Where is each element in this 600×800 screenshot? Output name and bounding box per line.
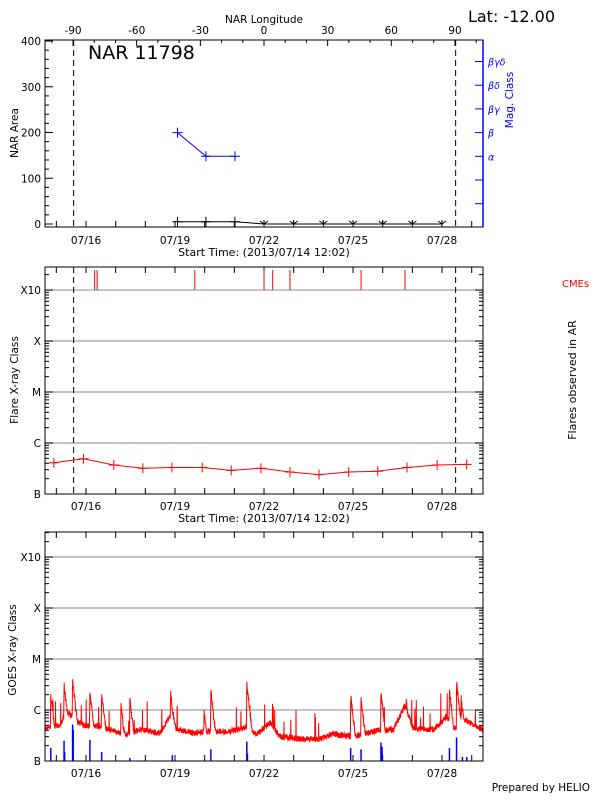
- flare-class-point: [108, 460, 119, 471]
- flare-class-point: [461, 459, 472, 470]
- x-tick-label: 07/19: [160, 235, 190, 247]
- flare-class-point: [314, 469, 325, 480]
- y-tick-label: M: [32, 654, 41, 666]
- lat-label: Lat: -12.00: [468, 7, 555, 26]
- mag-class-tick-label: βγδ: [487, 58, 506, 69]
- x-tick-label: 07/19: [160, 501, 190, 513]
- area-point: [408, 220, 417, 225]
- y-tick-label: X10: [20, 552, 41, 564]
- flare-class-point: [402, 462, 413, 473]
- y-tick-label: X: [34, 603, 41, 615]
- x-tick-label: 07/28: [427, 501, 457, 513]
- mag-class-point: [229, 151, 240, 162]
- x-tick-label: 07/16: [71, 235, 102, 247]
- mag-class-tick-label: βδ: [487, 81, 500, 92]
- y-tick-label: B: [34, 489, 41, 501]
- flare-class-point: [432, 460, 443, 471]
- y-axis-label: Flare X-ray Class: [9, 336, 21, 424]
- flare-class-point: [284, 467, 295, 477]
- y-tick-label: C: [34, 438, 41, 450]
- top-tick-label: -30: [192, 25, 209, 37]
- plot-frame: [44, 531, 484, 762]
- y-tick-label: 0: [34, 219, 41, 231]
- mag-class-tick-label: β: [487, 129, 494, 140]
- top-tick-label: 30: [321, 25, 334, 37]
- y-tick-label: X10: [20, 285, 41, 297]
- flare-class-point: [137, 463, 148, 474]
- x-axis-label: Start Time: (2013/07/14 12:02): [178, 246, 350, 259]
- y-tick-label: X: [34, 336, 41, 348]
- x-tick-label: 07/16: [71, 768, 102, 780]
- area-point: [319, 220, 328, 225]
- area-point: [229, 216, 240, 227]
- x-tick-label: 07/28: [427, 235, 457, 247]
- area-point: [289, 220, 298, 225]
- y-tick-label: C: [34, 705, 41, 717]
- goes-xray-panel: B C M X X10 07/16 07/19 07/22 07/25 07/28 GOES X-r…: [7, 531, 484, 780]
- x-tick-label: 07/22: [249, 501, 279, 513]
- y-tick-label: 100: [21, 173, 41, 185]
- flare-class-point: [48, 457, 59, 468]
- nar-area-panel: 0 100 200 300 400 -90 -60 -30 0 30 60 90 NAR Longitu…: [9, 14, 516, 259]
- goes-flux-line: [44, 679, 484, 743]
- flare-class-point: [343, 467, 354, 477]
- flare-class-panel: B C M X X10 07/16 07/19 07/22 07/25 07/28 Start Ti…: [9, 266, 589, 525]
- x-tick-label: 07/25: [338, 235, 368, 247]
- top-tick-label: -60: [128, 25, 145, 37]
- y-tick-label: 300: [21, 82, 41, 94]
- area-point: [437, 220, 447, 225]
- area-point: [378, 220, 387, 225]
- x-tick-label: 07/16: [71, 501, 102, 513]
- right-axis-label: Flares observed in AR: [566, 320, 579, 440]
- x-axis-label: Start Time: (2013/07/14 12:02): [178, 512, 350, 525]
- x-tick-label: 07/22: [249, 235, 279, 247]
- y-tick-label: M: [32, 387, 41, 399]
- top-tick-label: 0: [261, 25, 268, 37]
- x-tick-label: 07/22: [249, 768, 279, 780]
- cme-legend-label: CMEs: [562, 279, 589, 290]
- top-tick-label: -90: [64, 25, 81, 37]
- y-axis-label: GOES X-ray Class: [7, 604, 19, 695]
- area-point: [200, 216, 211, 227]
- mag-class-point: [200, 151, 211, 162]
- region-title: NAR 11798: [88, 42, 195, 64]
- mag-class-tick-label: βγ: [487, 105, 501, 116]
- flare-class-line: [53, 458, 467, 476]
- x-tick-label: 07/25: [338, 501, 368, 513]
- flare-class-point: [372, 466, 383, 477]
- plot-frame: [44, 39, 484, 228]
- top-tick-label: 60: [385, 25, 398, 37]
- y-tick-label: B: [34, 756, 41, 768]
- mag-class-point: [172, 127, 183, 138]
- mag-class-axis-label: Mag. Class: [504, 72, 516, 128]
- area-line: [177, 221, 443, 225]
- flare-class-point: [197, 462, 208, 473]
- y-tick-label: 200: [21, 128, 41, 140]
- x-tick-label: 07/28: [427, 768, 457, 780]
- area-point: [348, 220, 358, 225]
- area-point: [172, 216, 183, 227]
- plot-frame: [44, 266, 484, 495]
- flare-class-point: [255, 463, 266, 474]
- x-tick-label: 07/25: [338, 768, 368, 780]
- flare-class-point: [166, 462, 177, 473]
- y-tick-label: 400: [21, 36, 41, 48]
- credit-label: Prepared by HELIO: [492, 782, 590, 794]
- flare-class-point: [226, 465, 237, 476]
- mag-class-tick-label: α: [488, 152, 495, 163]
- top-axis-label: NAR Longitude: [225, 14, 303, 26]
- top-tick-label: 90: [448, 25, 461, 37]
- area-point: [259, 220, 269, 225]
- flare-class-point: [78, 453, 89, 464]
- y-axis-label: NAR Area: [9, 108, 21, 158]
- x-tick-label: 07/19: [160, 768, 190, 780]
